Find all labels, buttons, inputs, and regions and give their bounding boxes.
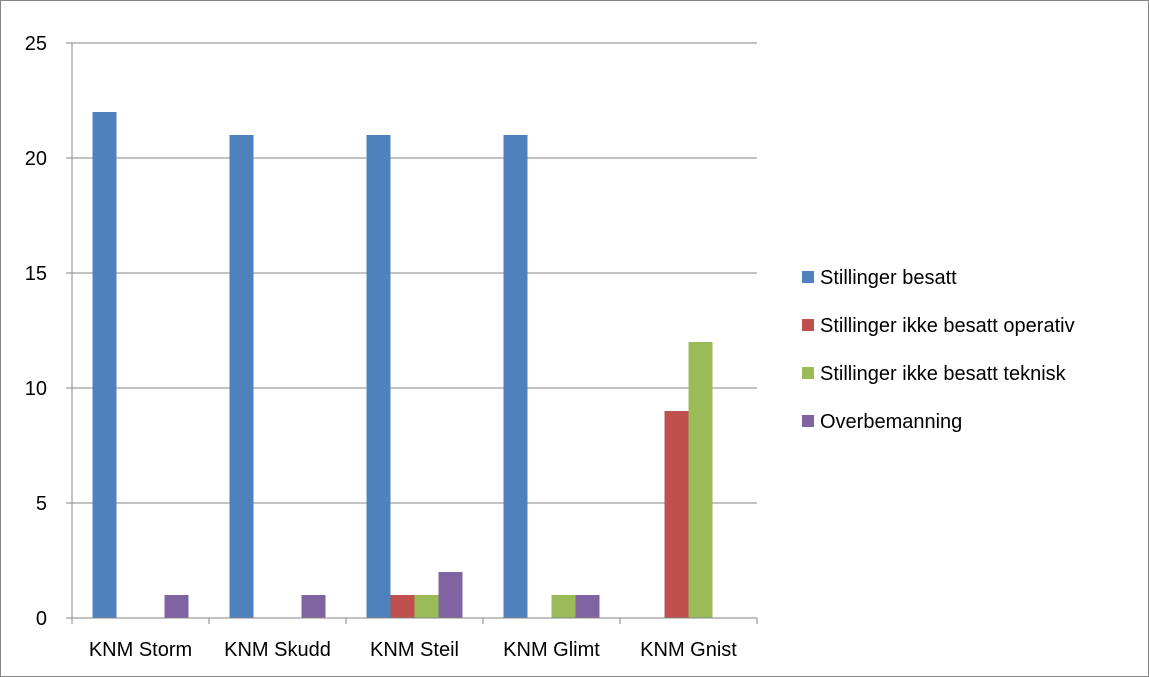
- bar: [503, 135, 528, 618]
- y-tick-label: 15: [25, 263, 47, 285]
- legend-swatch: [802, 319, 814, 331]
- x-category-label: KNM Gnist: [640, 639, 737, 661]
- bar: [438, 572, 463, 618]
- legend-label: Overbemanning: [820, 411, 962, 433]
- bar: [664, 411, 689, 618]
- legend-label: Stillinger ikke besatt teknisk: [820, 363, 1067, 385]
- bars: [92, 112, 713, 618]
- legend-label: Stillinger ikke besatt operativ: [820, 315, 1075, 337]
- y-tick-label: 25: [25, 33, 47, 55]
- x-category-label: KNM Skudd: [224, 639, 331, 661]
- legend-swatch: [802, 271, 814, 283]
- bar: [229, 135, 254, 618]
- gridlines: [72, 42, 757, 504]
- y-tick-label: 5: [36, 493, 47, 515]
- x-category-label: KNM Steil: [370, 639, 459, 661]
- bar: [688, 342, 713, 618]
- legend: Stillinger besatt Stillinger ikke besatt …: [802, 267, 1075, 433]
- bar: [390, 595, 415, 618]
- bar: [575, 595, 600, 618]
- axes: [66, 42, 758, 624]
- bar: [92, 112, 117, 618]
- bar: [301, 595, 326, 618]
- x-category-label: KNM Glimt: [503, 639, 600, 661]
- bar: [164, 595, 189, 618]
- legend-label: Stillinger besatt: [820, 267, 957, 289]
- y-tick-label: 0: [36, 608, 47, 630]
- x-category-labels: KNM Storm KNM Skudd KNM Steil KNM Glimt KNM …: [89, 639, 737, 661]
- legend-swatch: [802, 367, 814, 379]
- y-tick-label: 10: [25, 378, 47, 400]
- y-tick-labels: 0 5 10 15 20 25: [25, 33, 47, 630]
- bar: [551, 595, 576, 618]
- x-category-label: KNM Storm: [89, 639, 192, 661]
- y-tick-label: 20: [25, 148, 47, 170]
- bar: [414, 595, 439, 618]
- legend-swatch: [802, 415, 814, 427]
- bar: [366, 135, 391, 618]
